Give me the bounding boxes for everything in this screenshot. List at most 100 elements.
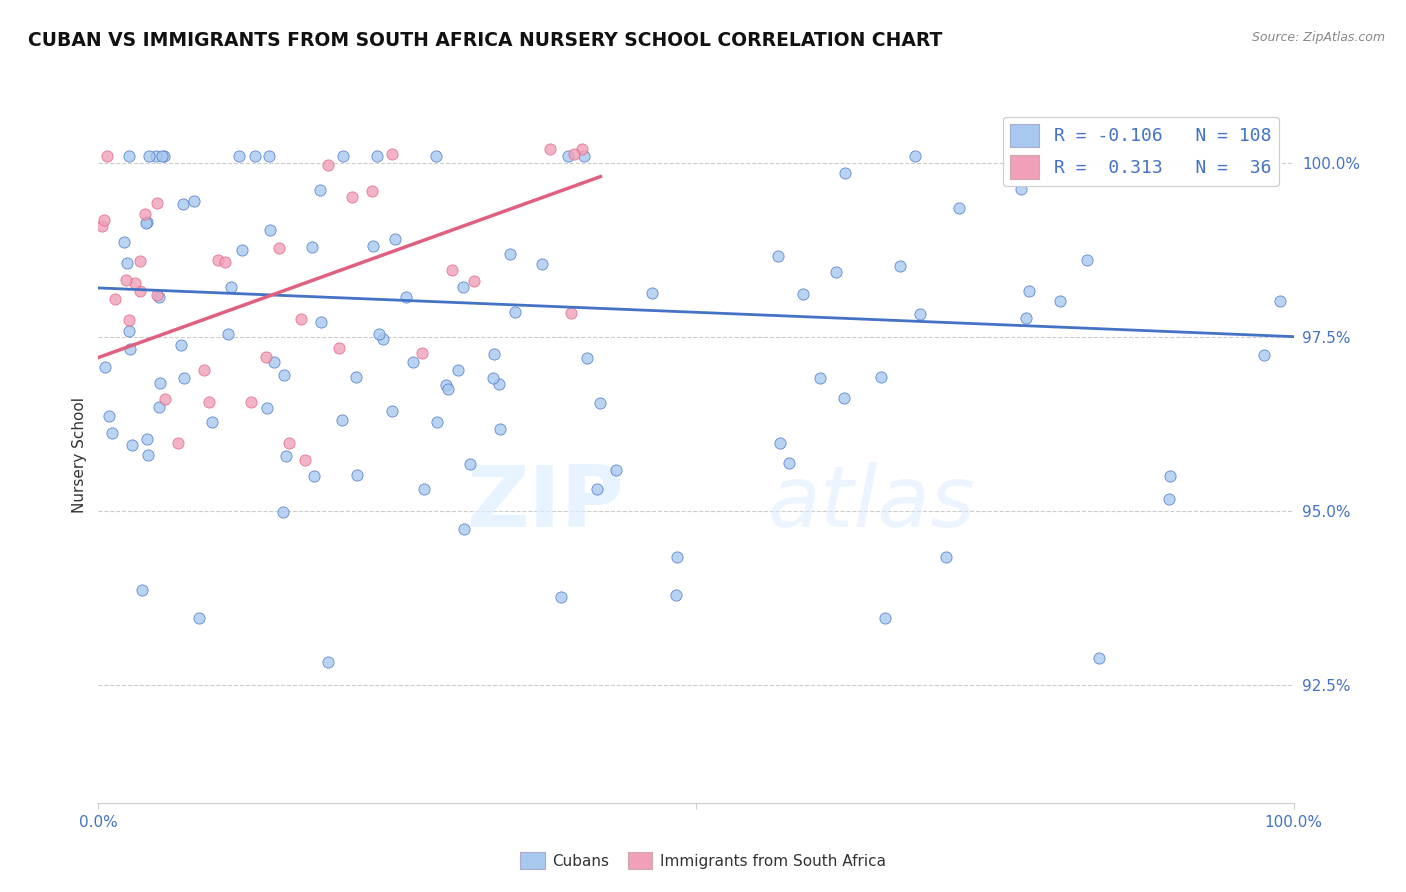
Text: ZIP: ZIP bbox=[467, 462, 624, 545]
Point bbox=[832, 392, 855, 406]
Point bbox=[316, 158, 339, 172]
Point bbox=[328, 341, 350, 355]
Point bbox=[402, 355, 425, 369]
Point bbox=[367, 327, 389, 342]
Point bbox=[221, 279, 243, 293]
Point bbox=[394, 290, 416, 304]
Point bbox=[1018, 285, 1040, 299]
Point bbox=[193, 363, 215, 377]
Point bbox=[1157, 491, 1180, 506]
Point bbox=[214, 255, 236, 269]
Point bbox=[166, 435, 188, 450]
Point bbox=[340, 190, 363, 204]
Point bbox=[426, 415, 449, 429]
Text: CUBAN VS IMMIGRANTS FROM SOUTH AFRICA NURSERY SCHOOL CORRELATION CHART: CUBAN VS IMMIGRANTS FROM SOUTH AFRICA NU… bbox=[28, 31, 942, 50]
Point bbox=[792, 286, 814, 301]
Point bbox=[290, 311, 312, 326]
Point bbox=[257, 149, 280, 163]
Point bbox=[873, 611, 896, 625]
Point bbox=[666, 550, 689, 565]
Point bbox=[1049, 294, 1071, 309]
Point bbox=[413, 483, 436, 497]
Point bbox=[425, 149, 447, 163]
Point bbox=[332, 149, 354, 163]
Point bbox=[575, 351, 598, 366]
Point bbox=[503, 305, 526, 319]
Point bbox=[304, 468, 326, 483]
Point bbox=[294, 452, 316, 467]
Point bbox=[101, 425, 124, 440]
Point bbox=[935, 549, 957, 564]
Point bbox=[560, 306, 582, 320]
Point bbox=[1088, 650, 1111, 665]
Point bbox=[499, 247, 522, 261]
Point bbox=[96, 149, 118, 163]
Point bbox=[259, 223, 281, 237]
Text: atlas: atlas bbox=[768, 462, 976, 545]
Point bbox=[550, 591, 572, 605]
Point bbox=[118, 324, 141, 338]
Point bbox=[274, 449, 297, 463]
Point bbox=[254, 350, 277, 364]
Point bbox=[131, 582, 153, 597]
Point bbox=[538, 142, 561, 156]
Point bbox=[146, 288, 169, 302]
Point bbox=[557, 149, 579, 163]
Point bbox=[124, 276, 146, 290]
Point bbox=[824, 265, 846, 279]
Point bbox=[1253, 348, 1275, 362]
Point bbox=[198, 394, 221, 409]
Point bbox=[148, 401, 170, 415]
Point bbox=[366, 149, 388, 163]
Point bbox=[183, 194, 205, 208]
Point bbox=[808, 371, 831, 385]
Point bbox=[778, 456, 800, 470]
Point bbox=[128, 284, 150, 298]
Point bbox=[134, 206, 156, 220]
Point bbox=[120, 342, 142, 356]
Point bbox=[440, 263, 463, 277]
Point bbox=[453, 522, 475, 536]
Point bbox=[187, 611, 209, 625]
Point bbox=[273, 368, 295, 382]
Point bbox=[118, 149, 141, 163]
Point bbox=[135, 216, 157, 230]
Point bbox=[93, 212, 115, 227]
Point bbox=[172, 196, 194, 211]
Point bbox=[434, 377, 457, 392]
Point bbox=[138, 149, 160, 163]
Point bbox=[170, 338, 193, 352]
Point bbox=[463, 274, 485, 288]
Point bbox=[256, 401, 278, 416]
Point bbox=[129, 253, 152, 268]
Point bbox=[330, 413, 353, 427]
Point bbox=[1010, 182, 1032, 196]
Point bbox=[948, 201, 970, 215]
Point bbox=[136, 432, 159, 446]
Point bbox=[201, 415, 224, 429]
Point bbox=[146, 195, 169, 210]
Point bbox=[263, 354, 285, 368]
Point bbox=[605, 463, 627, 477]
Point bbox=[488, 377, 510, 392]
Point bbox=[277, 436, 299, 450]
Point bbox=[562, 146, 585, 161]
Point bbox=[574, 149, 596, 163]
Point bbox=[97, 409, 120, 424]
Point bbox=[482, 371, 505, 385]
Point bbox=[228, 149, 250, 163]
Point bbox=[104, 292, 127, 306]
Point bbox=[381, 404, 404, 418]
Point bbox=[148, 290, 170, 304]
Point bbox=[145, 149, 167, 163]
Point bbox=[245, 149, 267, 163]
Point bbox=[271, 505, 294, 519]
Point bbox=[231, 243, 253, 257]
Point bbox=[115, 256, 138, 270]
Point bbox=[207, 252, 229, 267]
Point bbox=[136, 448, 159, 462]
Point bbox=[1189, 149, 1212, 163]
Point bbox=[766, 249, 789, 263]
Point bbox=[1015, 311, 1038, 326]
Point bbox=[269, 241, 291, 255]
